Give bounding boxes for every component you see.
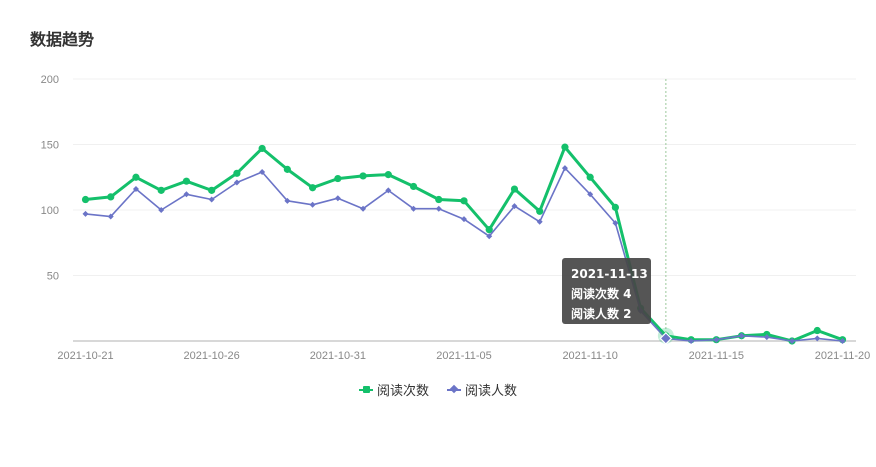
grid-lines	[73, 78, 856, 276]
point-readers[interactable]	[385, 187, 392, 194]
point-readers[interactable]	[461, 216, 467, 223]
series-line-readers	[85, 167, 843, 342]
point-reads[interactable]	[561, 143, 569, 151]
point-readers[interactable]	[511, 203, 518, 210]
point-reads[interactable]	[107, 193, 115, 201]
y-tick-label: 100	[41, 205, 59, 217]
point-reads[interactable]	[132, 173, 140, 181]
x-tick-label: 2021-11-15	[689, 350, 744, 362]
point-reads[interactable]	[536, 207, 544, 215]
hover-tooltip: 2021-11-13 阅读次数 4 阅读人数 2	[562, 258, 651, 324]
x-tick-label: 2021-10-31	[310, 350, 366, 362]
point-reads[interactable]	[485, 226, 493, 234]
point-reads[interactable]	[813, 326, 821, 335]
legend-label-readers: 阅读人数	[465, 384, 518, 399]
y-tick-label: 150	[41, 140, 59, 152]
point-reads[interactable]	[359, 172, 367, 180]
point-readers[interactable]	[410, 205, 417, 212]
point-reads[interactable]	[233, 169, 241, 177]
x-tick-label: 2021-11-10	[562, 350, 617, 362]
point-reads[interactable]	[510, 185, 519, 193]
point-reads[interactable]	[435, 195, 443, 204]
tooltip-date: 2021-11-13	[571, 267, 648, 281]
point-reads[interactable]	[182, 177, 191, 185]
series-line-reads	[85, 145, 844, 343]
point-readers[interactable]	[688, 338, 695, 344]
x-tick-label: 2021-10-21	[57, 350, 113, 362]
x-tick-label: 2021-11-05	[436, 350, 491, 362]
legend-item-reads[interactable]: 阅读次数	[358, 380, 429, 399]
tooltip-reads: 阅读次数 4	[571, 287, 632, 301]
point-reads[interactable]	[409, 182, 418, 191]
point-reads[interactable]	[384, 171, 392, 179]
point-readers[interactable]	[435, 205, 442, 212]
y-tick-label: 50	[47, 271, 59, 283]
point-readers[interactable]	[789, 338, 796, 344]
y-axis-ticks: 50 100 150 200	[41, 74, 59, 283]
point-readers[interactable]	[360, 205, 367, 212]
diamond-marker-icon	[447, 383, 461, 397]
point-readers[interactable]	[208, 196, 215, 203]
point-readers[interactable]	[839, 338, 846, 344]
point-readers[interactable]	[738, 332, 745, 339]
legend-item-readers[interactable]: 阅读人数	[447, 380, 517, 399]
point-readers[interactable]	[814, 335, 821, 342]
point-reads[interactable]	[81, 195, 90, 204]
point-readers[interactable]	[486, 233, 493, 240]
tooltip-readers: 阅读人数 2	[571, 307, 632, 321]
series-group	[81, 143, 847, 345]
point-readers[interactable]	[233, 179, 240, 186]
legend: 阅读次数 阅读人数	[0, 380, 876, 399]
x-tick-label: 2021-11-20	[815, 350, 870, 362]
point-readers[interactable]	[183, 191, 190, 198]
point-reads[interactable]	[258, 144, 266, 153]
x-tick-label: 2021-10-26	[184, 350, 240, 362]
point-reads[interactable]	[334, 174, 342, 183]
square-marker-icon	[358, 383, 373, 397]
point-readers[interactable]	[259, 169, 266, 176]
point-readers[interactable]	[158, 207, 165, 213]
point-readers[interactable]	[587, 191, 594, 198]
x-axis-ticks: 2021-10-21 2021-10-26 2021-10-31 2021-11-05…	[57, 350, 870, 362]
point-reads[interactable]	[460, 197, 468, 205]
chart-title: 数据趋势	[30, 30, 95, 49]
point-readers[interactable]	[107, 213, 114, 220]
point-reads[interactable]	[208, 186, 216, 194]
point-readers[interactable]	[536, 218, 543, 225]
point-readers[interactable]	[82, 210, 89, 217]
point-readers[interactable]	[309, 201, 316, 208]
point-readers[interactable]	[334, 195, 341, 202]
y-tick-label: 200	[41, 74, 59, 86]
point-reads[interactable]	[157, 186, 165, 194]
point-reads[interactable]	[586, 173, 594, 181]
point-reads[interactable]	[283, 165, 291, 173]
legend-label-reads: 阅读次数	[376, 384, 429, 399]
point-readers[interactable]	[132, 186, 139, 193]
point-readers[interactable]	[561, 165, 568, 172]
point-reads[interactable]	[309, 184, 317, 192]
point-readers[interactable]	[763, 334, 770, 341]
point-readers[interactable]	[612, 220, 619, 227]
point-readers[interactable]	[713, 336, 720, 343]
point-reads[interactable]	[611, 203, 620, 211]
hover-point-readers	[659, 332, 673, 345]
point-readers[interactable]	[284, 197, 291, 204]
